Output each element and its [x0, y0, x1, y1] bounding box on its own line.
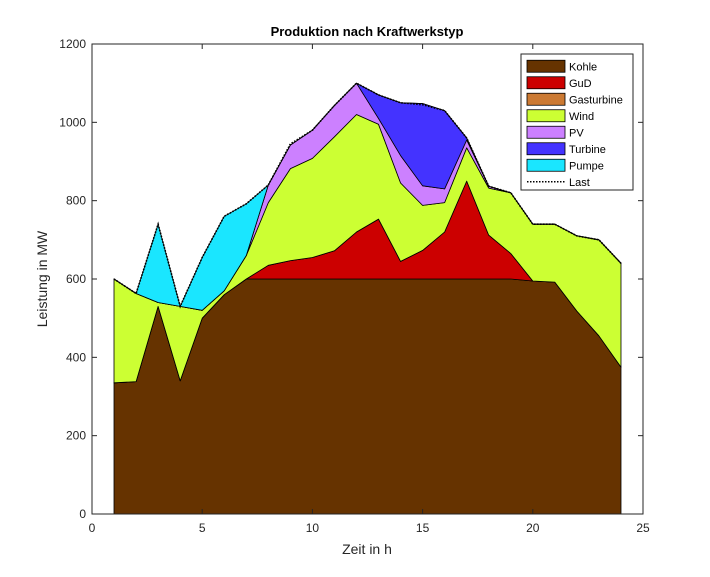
x-axis-ticks: 0 5 10 15 20 25 [89, 44, 650, 535]
legend-swatch-gasturbine [526, 92, 566, 106]
y-tick-label: 600 [66, 272, 86, 286]
legend-swatch-kohle [526, 59, 566, 73]
legend-label-wind: Wind [569, 111, 594, 123]
y-tick-label: 1200 [59, 37, 86, 51]
x-axis-label: Zeit in h [342, 541, 392, 557]
legend-label-gasturbine: Gasturbine [569, 94, 623, 106]
x-tick-label: 20 [526, 521, 540, 535]
x-tick-label: 15 [416, 521, 430, 535]
chart-title: Produktion nach Kraftwerkstyp [271, 24, 464, 39]
x-tick-label: 5 [199, 521, 206, 535]
legend-swatch-pv [526, 125, 566, 139]
y-tick-label: 1000 [59, 115, 86, 129]
x-tick-label: 0 [89, 521, 96, 535]
y-axis-label: Leistung in MW [34, 230, 50, 327]
legend-swatch-wind [526, 109, 566, 123]
last-line-group [113, 82, 622, 309]
legend-label-pumpe: Pumpe [569, 160, 604, 172]
legend-swatch-pumpe [526, 158, 566, 172]
y-tick-label: 200 [66, 429, 86, 443]
legend-label-gud: GuD [569, 78, 592, 90]
legend-swatch-turbine [526, 142, 566, 156]
legend-label-kohle: Kohle [569, 61, 597, 73]
y-axis-ticks: 0 200 400 600 800 1000 1200 [59, 37, 643, 521]
x-tick-label: 10 [306, 521, 320, 535]
y-tick-label: 400 [66, 350, 86, 364]
last-line [113, 82, 622, 309]
legend-label-pv: PV [569, 127, 584, 139]
legend: Kohle GuD Gasturbine Wind PV Turbine Pumpe Last [520, 53, 634, 191]
x-tick-label: 25 [636, 521, 650, 535]
legend-label-turbine: Turbine [569, 144, 606, 156]
legend-swatch-gud [526, 76, 566, 90]
legend-label-last: Last [569, 177, 590, 189]
y-tick-label: 0 [79, 507, 86, 521]
y-tick-label: 800 [66, 194, 86, 208]
